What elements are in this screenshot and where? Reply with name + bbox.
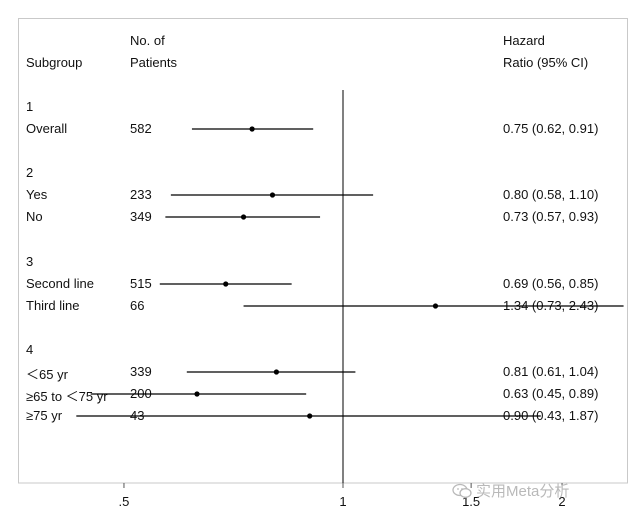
point-estimate (273, 369, 280, 375)
header-hr-line2: Ratio (95% CI) (503, 55, 589, 70)
row-hazard-ratio: 0.73 (0.57, 0.93) (503, 209, 599, 224)
group-label: 3 (26, 254, 34, 269)
point-estimate (432, 303, 439, 309)
row-patients: 582 (130, 121, 152, 136)
x-tick-label: 1.5 (462, 494, 480, 509)
group-label: 1 (26, 99, 34, 114)
row-hazard-ratio: 0.75 (0.62, 0.91) (503, 121, 599, 136)
header-patients-line1: No. of (130, 33, 165, 48)
x-tick-label: 1 (339, 494, 346, 509)
row-hazard-ratio: 0.80 (0.58, 1.10) (503, 187, 599, 202)
row-label: ≥65 to ＜75 yr (26, 389, 108, 404)
wechat-icon (452, 483, 472, 498)
watermark-text: 实用Meta分析 (476, 483, 570, 500)
row-label: ＜65 yr (26, 367, 68, 382)
row-label: Overall (26, 121, 68, 136)
row-patients: 349 (130, 209, 152, 224)
row-hazard-ratio: 0.81 (0.61, 1.04) (503, 364, 599, 379)
point-estimate (307, 413, 313, 419)
row-label: Second line (26, 276, 94, 291)
group-label: 4 (26, 342, 34, 357)
row-patients: 515 (130, 276, 152, 291)
row-patients: 66 (130, 298, 145, 313)
point-estimate (223, 281, 229, 287)
x-tick-label: 2 (558, 494, 565, 509)
row-hazard-ratio: 0.63 (0.45, 0.89) (503, 386, 599, 401)
point-estimate (269, 192, 276, 198)
row-patients: 339 (130, 364, 152, 379)
row-label: No (26, 209, 43, 224)
plot-frame (18, 18, 628, 483)
row-hazard-ratio: 0.69 (0.56, 0.85) (503, 276, 599, 291)
row-label: Third line (26, 298, 80, 313)
watermark: 实用Meta分析 (452, 480, 569, 501)
header-hr-line1: Hazard (503, 33, 545, 48)
point-estimate (194, 391, 200, 397)
point-estimate (249, 126, 255, 132)
row-hazard-ratio: 0.90 (0.43, 1.87) (503, 408, 599, 423)
point-estimate (240, 214, 247, 220)
row-patients: 233 (130, 187, 152, 202)
row-label: Yes (26, 187, 48, 202)
row-label: ≥75 yr (26, 408, 63, 423)
header-subgroup: Subgroup (26, 55, 83, 70)
header-patients-line2: Patients (130, 55, 177, 70)
group-label: 2 (26, 165, 34, 180)
x-tick-label: .5 (119, 494, 130, 509)
